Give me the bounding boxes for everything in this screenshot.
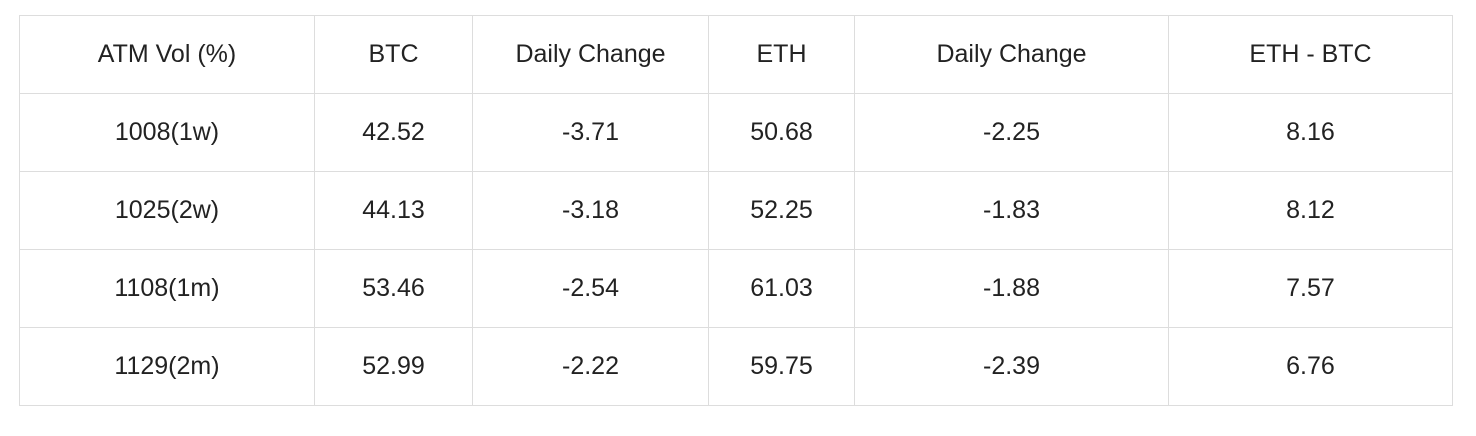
header-eth-minus-btc: ETH - BTC <box>1168 15 1453 94</box>
table-row: 1008(1w) 42.52 -3.71 50.68 -2.25 8.16 <box>19 93 1453 172</box>
header-atm-vol: ATM Vol (%) <box>19 15 315 94</box>
cell-eth-daily-change: -1.88 <box>854 249 1169 328</box>
cell-btc-daily-change: -3.71 <box>472 93 709 172</box>
cell-eth-minus-btc: 6.76 <box>1168 327 1453 406</box>
cell-eth-daily-change: -2.25 <box>854 93 1169 172</box>
cell-eth-vol: 52.25 <box>708 171 855 250</box>
cell-expiry: 1129(2m) <box>19 327 315 406</box>
cell-eth-minus-btc: 7.57 <box>1168 249 1453 328</box>
cell-btc-daily-change: -2.22 <box>472 327 709 406</box>
cell-eth-vol: 50.68 <box>708 93 855 172</box>
header-eth: ETH <box>708 15 855 94</box>
table-row: 1025(2w) 44.13 -3.18 52.25 -1.83 8.12 <box>19 171 1453 250</box>
atm-vol-table: ATM Vol (%) BTC Daily Change ETH Daily C… <box>19 15 1453 406</box>
atm-vol-table-container: ATM Vol (%) BTC Daily Change ETH Daily C… <box>19 15 1453 406</box>
cell-btc-vol: 42.52 <box>314 93 473 172</box>
cell-expiry: 1008(1w) <box>19 93 315 172</box>
cell-eth-vol: 61.03 <box>708 249 855 328</box>
cell-btc-vol: 53.46 <box>314 249 473 328</box>
header-eth-daily-change: Daily Change <box>854 15 1169 94</box>
cell-eth-minus-btc: 8.12 <box>1168 171 1453 250</box>
header-btc-daily-change: Daily Change <box>472 15 709 94</box>
header-btc: BTC <box>314 15 473 94</box>
cell-btc-vol: 44.13 <box>314 171 473 250</box>
cell-eth-daily-change: -1.83 <box>854 171 1169 250</box>
cell-eth-daily-change: -2.39 <box>854 327 1169 406</box>
cell-btc-daily-change: -3.18 <box>472 171 709 250</box>
table-row: 1108(1m) 53.46 -2.54 61.03 -1.88 7.57 <box>19 249 1453 328</box>
cell-eth-minus-btc: 8.16 <box>1168 93 1453 172</box>
cell-expiry: 1025(2w) <box>19 171 315 250</box>
table-row: 1129(2m) 52.99 -2.22 59.75 -2.39 6.76 <box>19 327 1453 406</box>
cell-btc-daily-change: -2.54 <box>472 249 709 328</box>
table-header-row: ATM Vol (%) BTC Daily Change ETH Daily C… <box>19 15 1453 94</box>
cell-btc-vol: 52.99 <box>314 327 473 406</box>
cell-eth-vol: 59.75 <box>708 327 855 406</box>
cell-expiry: 1108(1m) <box>19 249 315 328</box>
